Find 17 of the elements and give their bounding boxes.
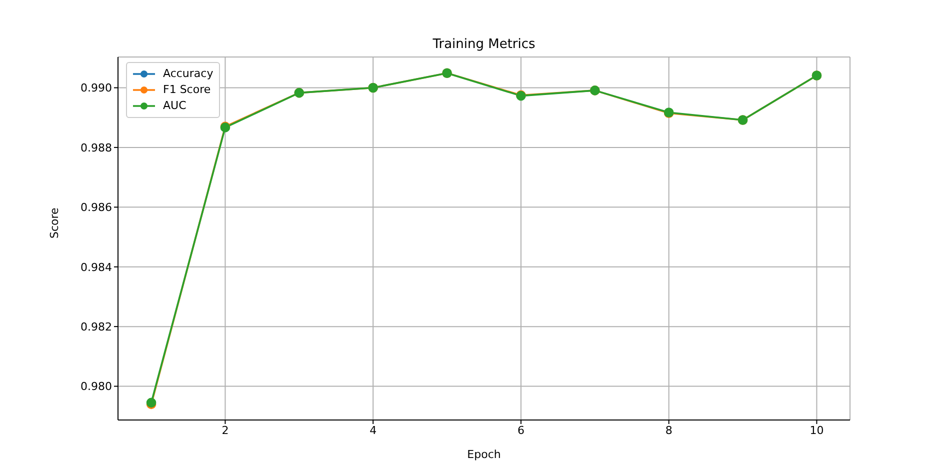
y-axis-title: Score xyxy=(48,207,61,238)
x-tick-label: 2 xyxy=(222,424,229,437)
x-axis-title: Epoch xyxy=(467,448,501,461)
legend-label: F1 Score xyxy=(163,82,211,98)
legend-label: Accuracy xyxy=(163,66,214,82)
x-tick-label: 4 xyxy=(370,424,377,437)
legend-label: AUC xyxy=(163,98,186,114)
x-tick-label: 10 xyxy=(810,424,824,437)
y-tick-label: 0.990 xyxy=(80,82,112,95)
x-tick-label: 8 xyxy=(665,424,672,437)
y-tick-label: 0.988 xyxy=(80,141,112,154)
y-tick-label: 0.986 xyxy=(80,201,112,214)
y-tick-label: 0.982 xyxy=(80,320,112,334)
chart-title: Training Metrics xyxy=(432,37,536,52)
x-tick-label: 6 xyxy=(517,424,524,437)
y-tick-label: 0.984 xyxy=(80,260,112,274)
y-tick-label: 0.980 xyxy=(80,380,112,394)
